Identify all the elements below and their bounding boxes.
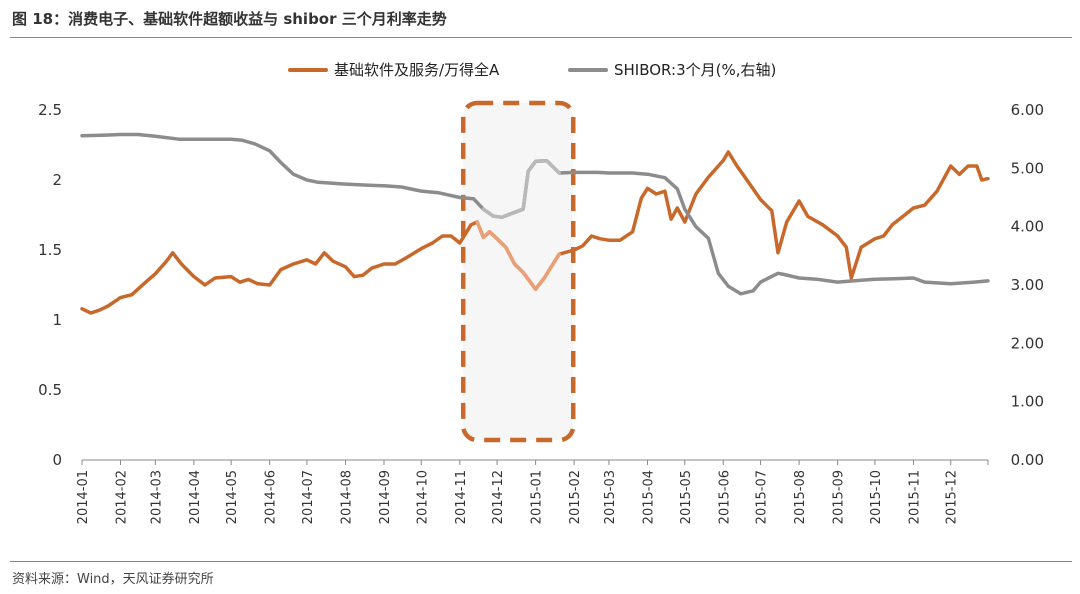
y-left-tick-label: 0.5: [38, 381, 62, 399]
x-tick-label: 2015-03: [603, 470, 618, 524]
x-tick-label: 2014-07: [301, 470, 316, 524]
x-tick-label: 2015-02: [568, 470, 583, 524]
x-tick-label: 2014-11: [454, 470, 469, 524]
x-tick-label: 2014-10: [415, 470, 430, 524]
footer-rule: [10, 561, 1072, 562]
y-left-tick-label: 1: [52, 311, 62, 329]
y-left-tick-label: 2.5: [38, 101, 62, 119]
x-tick-label: 2015-07: [755, 470, 770, 524]
x-tick-label: 2014-08: [339, 470, 354, 524]
source-note: 资料来源：Wind，天风证券研究所: [12, 572, 214, 587]
y-right-tick-label: 2.00: [1011, 334, 1044, 352]
legend: 基础软件及服务/万得全A SHIBOR:3个月(%,右轴): [288, 61, 776, 79]
x-tick-label: 2015-12: [945, 470, 960, 524]
y-left-tick-label: 1.5: [38, 241, 62, 259]
x-tick-label: 2015-09: [832, 470, 847, 524]
highlight-box: [460, 100, 576, 443]
series-highlight-shibor: [481, 159, 561, 220]
x-tick-label: 2014-01: [76, 470, 91, 524]
x-tick-label: 2014-12: [491, 470, 506, 524]
highlight-layer: [460, 100, 576, 443]
x-tick-label: 2015-01: [530, 470, 545, 524]
legend-label: SHIBOR:3个月(%,右轴): [614, 61, 776, 79]
y-right-tick-label: 1.00: [1011, 393, 1044, 411]
y-right-tick-label: 0.00: [1011, 451, 1044, 469]
y-left-tick-label: 0: [52, 451, 62, 469]
y-left-tick-label: 2: [52, 171, 62, 189]
x-tick-label: 2015-08: [793, 470, 808, 524]
x-tick-label: 2015-11: [907, 470, 922, 524]
y-right-tick-label: 6.00: [1011, 101, 1044, 119]
x-tick-label: 2015-04: [641, 470, 656, 524]
series-layer: [80, 132, 990, 315]
x-tick-label: 2014-04: [188, 470, 203, 524]
x-tick-label: 2015-10: [869, 470, 884, 524]
title-rule: [10, 37, 1072, 38]
x-tick-label: 2014-02: [115, 470, 130, 524]
x-tick-label: 2014-09: [378, 470, 393, 524]
x-tick-label: 2015-06: [717, 470, 732, 524]
x-tick-label: 2014-03: [149, 470, 164, 524]
series-highlight-software: [475, 220, 561, 291]
x-tick-label: 2014-05: [225, 470, 240, 524]
axes-layer: 2014-01 2014-02 2014-03 2014-04 2014-05 2014-…: [38, 101, 1044, 524]
x-tick-label: 2015-05: [679, 470, 694, 524]
y-right-tick-label: 3.00: [1011, 276, 1044, 294]
legend-label: 基础软件及服务/万得全A: [334, 61, 500, 79]
x-tick-label: 2014-06: [264, 470, 279, 524]
y-right-tick-label: 5.00: [1011, 159, 1044, 177]
chart-title: 图 18：消费电子、基础软件超额收益与 shibor 三个月利率走势: [12, 10, 447, 28]
y-right-tick-label: 4.00: [1011, 218, 1044, 236]
